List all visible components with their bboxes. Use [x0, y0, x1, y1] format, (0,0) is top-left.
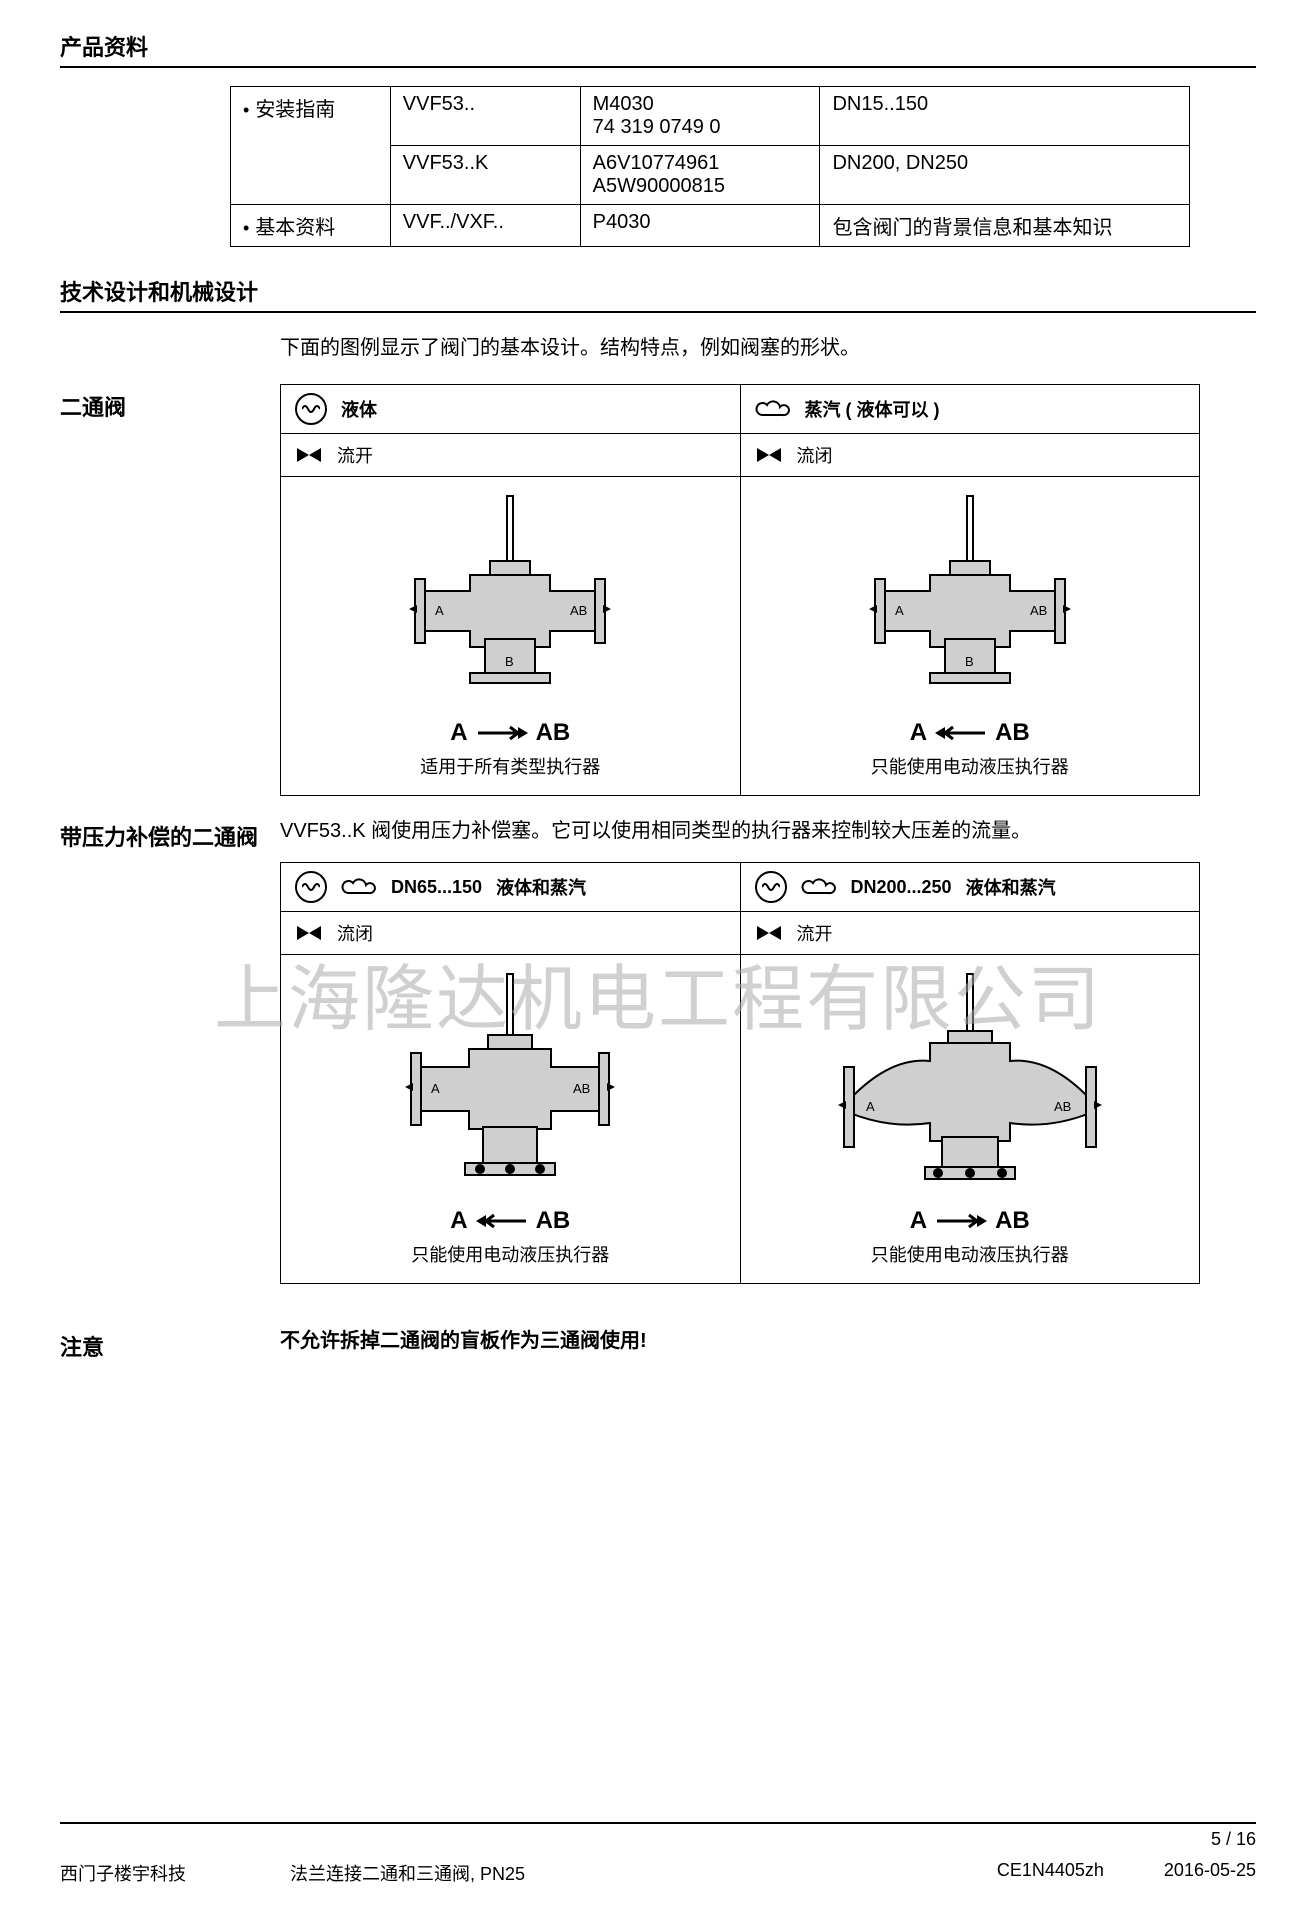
- flow-label: A AB: [910, 1207, 1030, 1235]
- table-row: •基本资料 VVF../VXF.. P4030 包含阀门的背景信息和基本知识: [231, 205, 1190, 247]
- cell: DN15..150: [820, 87, 1190, 146]
- hdr-range2: DN200...250: [851, 877, 952, 898]
- hdr-range1: DN65...150: [391, 877, 482, 898]
- svg-text:B: B: [505, 654, 514, 669]
- valve-diagram-1-right: A AB B: [825, 491, 1115, 711]
- liquid-icon: [295, 393, 327, 425]
- cell: VVF53..: [390, 87, 580, 146]
- arrow-left-icon: [935, 725, 987, 741]
- hdr-media: 液体和蒸汽: [966, 874, 1056, 900]
- footer-mid: 法兰连接二通和三通阀, PN25: [290, 1860, 997, 1886]
- diagram-box-1: 液体 蒸汽 ( 液体可以 ) 流开 流闭: [280, 384, 1200, 796]
- flow-label: A AB: [450, 719, 570, 747]
- table-row: •安装指南 VVF53.. M403074 319 0749 0 DN15..1…: [231, 87, 1190, 146]
- cell: 包含阀门的背景信息和基本知识: [820, 205, 1190, 247]
- footer-date: 2016-05-25: [1164, 1860, 1256, 1886]
- flow-label: A AB: [450, 1207, 570, 1235]
- valve-diagram-2-left: A AB: [365, 969, 655, 1199]
- svg-text:A: A: [435, 603, 444, 618]
- arrow-right-icon: [476, 725, 528, 741]
- hdr-steam: 蒸汽 ( 液体可以 ): [805, 396, 940, 422]
- cell: VVF../VXF..: [390, 205, 580, 247]
- cell: A6V10774961A5W90000815: [580, 146, 820, 205]
- side-label-comp: 带压力补偿的二通阀: [60, 814, 280, 852]
- page-header: 产品资料: [60, 30, 1256, 68]
- hdr-flow-close: 流闭: [337, 920, 373, 946]
- cell: DN200, DN250: [820, 146, 1190, 205]
- note-label: 注意: [60, 1324, 280, 1362]
- flow-close-icon: [755, 446, 783, 464]
- side-label-two-way: 二通阀: [60, 384, 280, 422]
- steam-icon: [341, 873, 377, 901]
- comp-desc: VVF53..K 阀使用压力补偿塞。它可以使用相同类型的执行器来控制较大压差的流…: [280, 814, 1256, 843]
- cell-install-guide: •安装指南: [231, 87, 391, 205]
- section-title-tech: 技术设计和机械设计: [60, 275, 1256, 313]
- hdr-liquid: 液体: [341, 396, 377, 422]
- liquid-icon: [295, 871, 327, 903]
- svg-text:B: B: [965, 654, 974, 669]
- arrow-left-icon: [476, 1213, 528, 1229]
- steam-icon: [801, 873, 837, 901]
- flow-label: A AB: [910, 719, 1030, 747]
- svg-text:AB: AB: [1054, 1099, 1071, 1114]
- hdr-flow-close: 流闭: [797, 442, 833, 468]
- cell: P4030: [580, 205, 820, 247]
- arrow-right-icon: [935, 1213, 987, 1229]
- intro-text: 下面的图例显示了阀门的基本设计。结构特点，例如阀塞的形状。: [280, 331, 1256, 360]
- svg-text:A: A: [895, 603, 904, 618]
- cell: M403074 319 0749 0: [580, 87, 820, 146]
- info-table: •安装指南 VVF53.. M403074 319 0749 0 DN15..1…: [230, 86, 1190, 247]
- svg-text:A: A: [431, 1081, 440, 1096]
- diagram-box-2: DN65...150 液体和蒸汽 DN200...250 液体和蒸汽 流闭: [280, 862, 1200, 1284]
- flow-close-icon: [295, 924, 323, 942]
- svg-text:AB: AB: [570, 603, 587, 618]
- svg-text:AB: AB: [1030, 603, 1047, 618]
- flow-sub: 适用于所有类型执行器: [420, 753, 600, 779]
- flow-sub: 只能使用电动液压执行器: [411, 1241, 609, 1267]
- cell: VVF53..K: [390, 146, 580, 205]
- footer: 西门子楼宇科技 法兰连接二通和三通阀, PN25 CE1N4405zh 2016…: [60, 1860, 1256, 1886]
- footer-doc: CE1N4405zh: [997, 1860, 1104, 1886]
- flow-open-icon: [295, 446, 323, 464]
- flow-sub: 只能使用电动液压执行器: [871, 1241, 1069, 1267]
- flow-open-icon: [755, 924, 783, 942]
- svg-text:AB: AB: [573, 1081, 590, 1096]
- valve-diagram-1-left: A AB B: [365, 491, 655, 711]
- footer-divider: [60, 1822, 1256, 1824]
- hdr-flow-open: 流开: [337, 442, 373, 468]
- cell-basic-info: •基本资料: [231, 205, 391, 247]
- steam-icon: [755, 395, 791, 423]
- valve-diagram-2-right: A AB: [810, 969, 1130, 1199]
- hdr-flow-open: 流开: [797, 920, 833, 946]
- footer-left: 西门子楼宇科技: [60, 1860, 290, 1886]
- note-text: 不允许拆掉二通阀的盲板作为三通阀使用!: [280, 1324, 1256, 1353]
- liquid-icon: [755, 871, 787, 903]
- flow-sub: 只能使用电动液压执行器: [871, 753, 1069, 779]
- svg-text:A: A: [866, 1099, 875, 1114]
- hdr-media: 液体和蒸汽: [496, 874, 586, 900]
- page-number: 5 / 16: [1211, 1829, 1256, 1850]
